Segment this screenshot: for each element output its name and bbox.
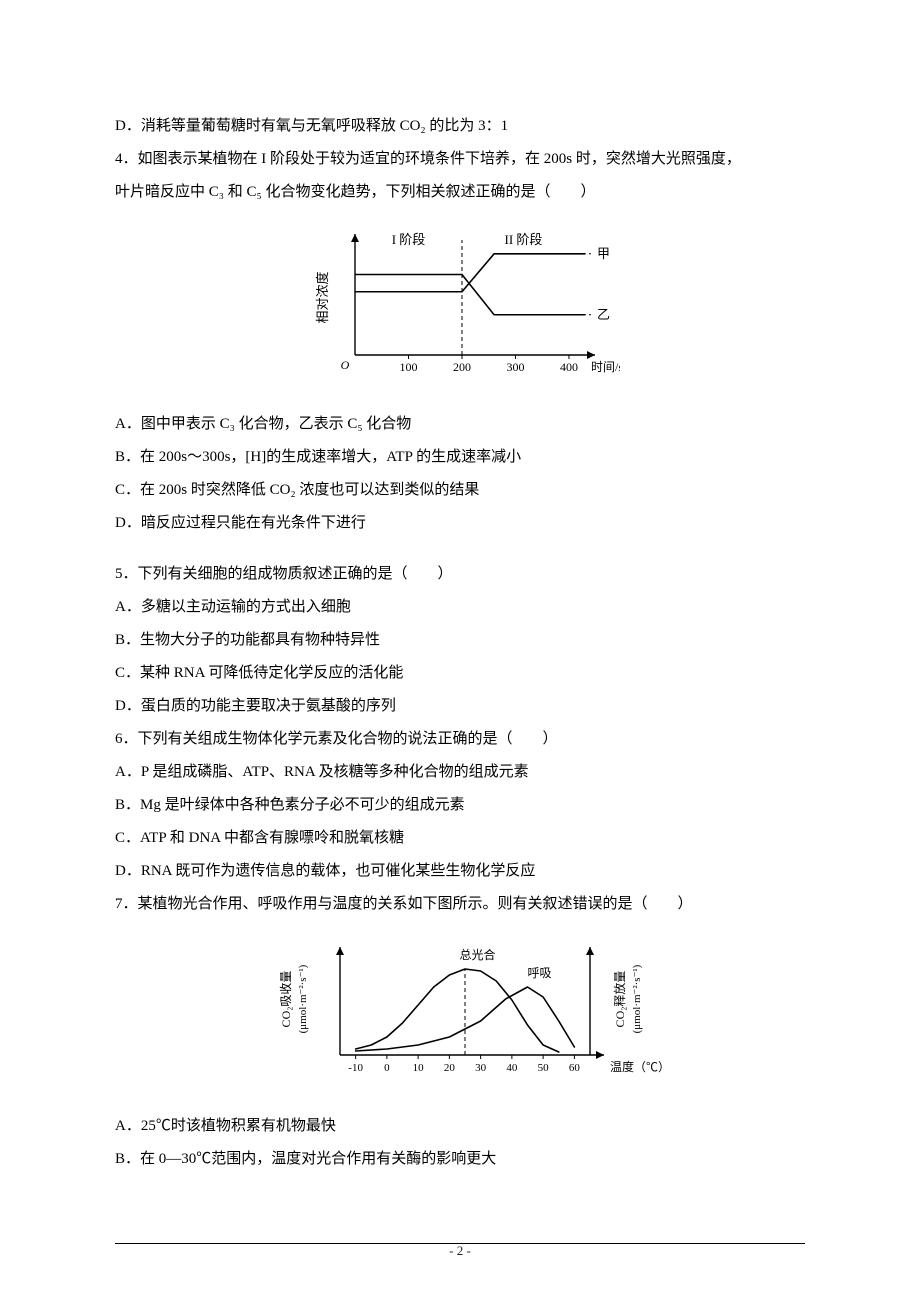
q5-stem: 5．下列有关细胞的组成物质叙述正确的是（ ） [115, 558, 805, 591]
svg-text:(μmol·m⁻²·s⁻¹): (μmol·m⁻²·s⁻¹) [631, 964, 643, 1033]
q3-option-d: D．消耗等量葡萄糖时有氧与无氧呼吸释放 CO₂ 的比为 3：1 [115, 110, 805, 143]
svg-text:II 阶段: II 阶段 [505, 232, 543, 247]
svg-text:100: 100 [399, 360, 417, 374]
q6-option-d: D．RNA 既可作为遗传信息的载体，也可催化某些生物化学反应 [115, 855, 805, 888]
svg-text:总光合: 总光合 [459, 947, 495, 962]
q4-stem-line1: 4．如图表示某植物在 I 阶段处于较为适宜的环境条件下培养，在 200s 时，突… [115, 143, 805, 176]
q6-option-b: B．Mg 是叶绿体中各种色素分子必不可少的组成元素 [115, 789, 805, 822]
q5-option-b: B．生物大分子的功能都具有物种特异性 [115, 624, 805, 657]
q4-figure: 相对浓度 100 200 300 400 时间/s O I 阶段 II 阶段甲乙 [115, 215, 805, 398]
q6-option-c: C．ATP 和 DNA 中都含有腺嘌呤和脱氧核糖 [115, 822, 805, 855]
q4-option-a: A．图中甲表示 C₃ 化合物，乙表示 C₅ 化合物 [115, 408, 805, 441]
spacer [115, 540, 805, 558]
q4-stem-line2: 叶片暗反应中 C₃ 和 C₅ 化合物变化趋势，下列相关叙述正确的是（ ） [115, 176, 805, 209]
q5-option-c: C．某种 RNA 可降低待定化学反应的活化能 [115, 657, 805, 690]
svg-text:CO₂释放量: CO₂释放量 [612, 971, 627, 1028]
svg-text:50: 50 [538, 1062, 550, 1074]
svg-text:200: 200 [453, 360, 471, 374]
svg-text:乙: 乙 [597, 307, 610, 322]
svg-text:呼吸: 呼吸 [528, 966, 552, 980]
q6-option-a: A．P 是组成磷脂、ATP、RNA 及核糖等多种化合物的组成元素 [115, 756, 805, 789]
svg-text:相对浓度: 相对浓度 [315, 271, 330, 323]
svg-text:O: O [341, 358, 350, 372]
q7-figure: CO₂吸收量 (μmol·m⁻²·s⁻¹) CO₂释放量 (μmol·m⁻²·s⁻¹)… [115, 927, 805, 1100]
svg-text:30: 30 [475, 1062, 487, 1074]
svg-text:300: 300 [506, 360, 524, 374]
page-number: - 2 - [0, 1237, 920, 1266]
q7-option-a: A．25℃时该植物积累有机物最快 [115, 1110, 805, 1143]
svg-text:40: 40 [506, 1062, 518, 1074]
svg-text:I 阶段: I 阶段 [392, 232, 426, 247]
svg-text:0: 0 [384, 1062, 390, 1074]
svg-text:10: 10 [413, 1062, 425, 1074]
q4-option-d: D．暗反应过程只能在有光条件下进行 [115, 507, 805, 540]
q7-chart: CO₂吸收量 (μmol·m⁻²·s⁻¹) CO₂释放量 (μmol·m⁻²·s⁻¹)… [245, 927, 675, 1087]
q4-option-b: B．在 200s～300s，[H]的生成速率增大，ATP 的生成速率减小 [115, 441, 805, 474]
q4-option-c: C．在 200s 时突然降低 CO₂ 浓度也可以达到类似的结果 [115, 474, 805, 507]
svg-text:400: 400 [560, 360, 578, 374]
q7-stem: 7．某植物光合作用、呼吸作用与温度的关系如下图所示。则有关叙述错误的是（ ） [115, 888, 805, 921]
q4-chart: 相对浓度 100 200 300 400 时间/s O I 阶段 II 阶段甲乙 [300, 215, 620, 385]
q5-option-d: D．蛋白质的功能主要取决于氨基酸的序列 [115, 690, 805, 723]
svg-text:20: 20 [444, 1062, 456, 1074]
page: D．消耗等量葡萄糖时有氧与无氧呼吸释放 CO₂ 的比为 3：1 4．如图表示某植… [0, 0, 920, 1302]
q7-option-b: B．在 0—30℃范围内，温度对光合作用有关酶的影响更大 [115, 1143, 805, 1176]
svg-text:甲: 甲 [597, 246, 610, 261]
q6-stem: 6．下列有关组成生物体化学元素及化合物的说法正确的是（ ） [115, 723, 805, 756]
svg-text:(μmol·m⁻²·s⁻¹): (μmol·m⁻²·s⁻¹) [297, 964, 309, 1033]
svg-text:-10: -10 [348, 1062, 363, 1074]
svg-text:温度（℃）: 温度（℃） [610, 1059, 670, 1074]
svg-text:CO₂吸收量: CO₂吸收量 [279, 971, 293, 1028]
svg-text:60: 60 [569, 1062, 581, 1074]
q5-option-a: A．多糖以主动运输的方式出入细胞 [115, 591, 805, 624]
svg-text:时间/s: 时间/s [591, 360, 620, 374]
